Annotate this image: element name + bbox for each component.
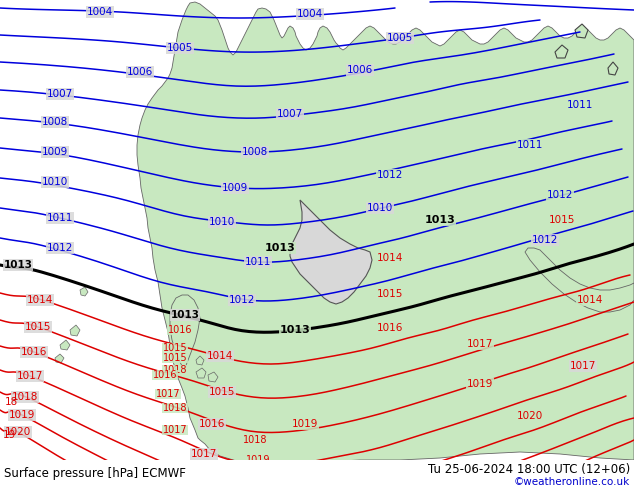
Polygon shape	[196, 368, 206, 378]
Text: 1019: 1019	[246, 455, 270, 465]
Text: 1016: 1016	[168, 325, 192, 335]
Text: 1011: 1011	[517, 140, 543, 150]
Polygon shape	[290, 200, 372, 304]
Polygon shape	[575, 24, 588, 38]
Text: 1016: 1016	[199, 419, 225, 429]
Text: 1017: 1017	[570, 361, 596, 371]
Text: 1015: 1015	[209, 387, 235, 397]
Text: 1018: 1018	[163, 403, 187, 413]
Text: ©weatheronline.co.uk: ©weatheronline.co.uk	[514, 477, 630, 487]
Text: 1016: 1016	[377, 323, 403, 333]
Text: 1015: 1015	[163, 343, 187, 353]
Text: 1018: 1018	[163, 365, 187, 375]
Text: 18: 18	[5, 397, 18, 407]
Text: 1011: 1011	[47, 213, 73, 223]
Text: 1012: 1012	[377, 170, 403, 180]
Text: 1013: 1013	[280, 325, 311, 335]
Text: 1012: 1012	[47, 243, 73, 253]
Text: 1013: 1013	[425, 215, 455, 225]
Text: 1007: 1007	[47, 89, 73, 99]
Text: 1006: 1006	[127, 67, 153, 77]
Text: 1009: 1009	[222, 183, 248, 193]
Text: 1012: 1012	[547, 190, 573, 200]
Polygon shape	[70, 325, 80, 336]
Text: 1008: 1008	[42, 117, 68, 127]
Text: 1006: 1006	[347, 65, 373, 75]
Text: 1011: 1011	[567, 100, 593, 110]
Text: 1015: 1015	[163, 353, 187, 363]
Text: 1015: 1015	[25, 322, 51, 332]
Text: 1019: 1019	[467, 379, 493, 389]
Text: 1012: 1012	[229, 295, 256, 305]
Polygon shape	[170, 295, 200, 370]
Text: 1013: 1013	[264, 243, 295, 253]
Text: Surface pressure [hPa] ECMWF: Surface pressure [hPa] ECMWF	[4, 466, 186, 480]
Polygon shape	[60, 340, 70, 350]
Text: 1013: 1013	[171, 310, 200, 320]
Text: 1004: 1004	[297, 9, 323, 19]
Text: 1010: 1010	[367, 203, 393, 213]
Text: 1009: 1009	[42, 147, 68, 157]
Text: 1018: 1018	[185, 479, 211, 489]
Polygon shape	[208, 372, 218, 382]
Text: 1016: 1016	[153, 370, 178, 380]
Text: 1017: 1017	[467, 339, 493, 349]
Text: 1019: 1019	[9, 410, 36, 420]
Text: 1016: 1016	[21, 347, 47, 357]
Text: 1015: 1015	[549, 215, 575, 225]
Polygon shape	[525, 248, 634, 312]
Text: 1017: 1017	[17, 371, 43, 381]
Text: 1014: 1014	[577, 295, 603, 305]
Polygon shape	[608, 62, 618, 75]
Text: 1017: 1017	[156, 389, 180, 399]
Polygon shape	[137, 2, 634, 464]
Text: 1017: 1017	[191, 449, 217, 459]
Text: 1005: 1005	[167, 43, 193, 53]
Text: 19: 19	[3, 430, 16, 440]
Text: 1020: 1020	[517, 411, 543, 421]
Text: 1007: 1007	[277, 109, 303, 119]
Text: 1014: 1014	[377, 253, 403, 263]
Polygon shape	[555, 45, 568, 58]
Text: 1010: 1010	[42, 177, 68, 187]
Text: 1008: 1008	[242, 147, 268, 157]
Text: 1012: 1012	[532, 235, 558, 245]
Text: 1014: 1014	[207, 351, 233, 361]
Text: 1018: 1018	[243, 435, 268, 445]
Text: 1010: 1010	[209, 217, 235, 227]
Text: 1019: 1019	[292, 419, 318, 429]
Text: Tu 25-06-2024 18:00 UTC (12+06): Tu 25-06-2024 18:00 UTC (12+06)	[428, 463, 630, 475]
Text: 1020: 1020	[5, 427, 31, 437]
Text: 1011: 1011	[245, 257, 271, 267]
Text: 1017: 1017	[163, 425, 187, 435]
Text: 1015: 1015	[377, 289, 403, 299]
Bar	[0, 460, 634, 490]
Text: 1014: 1014	[27, 295, 53, 305]
Text: 1018: 1018	[12, 392, 38, 402]
Text: 1004: 1004	[87, 7, 113, 17]
Text: 1005: 1005	[387, 33, 413, 43]
Text: 1013: 1013	[4, 260, 32, 270]
Polygon shape	[196, 356, 204, 365]
Polygon shape	[55, 354, 64, 363]
Polygon shape	[80, 287, 88, 296]
